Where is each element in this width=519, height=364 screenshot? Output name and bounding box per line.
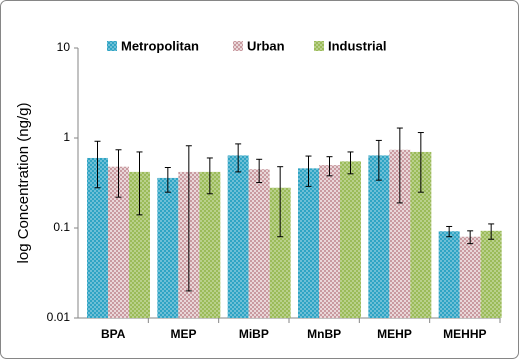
bar: [298, 168, 319, 318]
bar: [459, 236, 481, 318]
bar: [319, 165, 340, 318]
bar: [157, 177, 179, 318]
x-tick-label: MnBP: [307, 327, 341, 341]
y-tick-label: 0.01: [47, 310, 71, 324]
y-tick-label: 1: [63, 130, 70, 144]
y-axis-label: log Concentration (ng/g): [15, 103, 32, 264]
bar: [199, 171, 221, 318]
legend-swatch: [107, 41, 117, 51]
bar: [438, 231, 460, 318]
x-tick-label: MiBP: [239, 327, 269, 341]
bar: [410, 151, 432, 318]
legend-label: Metropolitan: [121, 38, 199, 53]
legend-swatch: [233, 41, 243, 51]
bar: [480, 230, 502, 318]
bar: [129, 171, 150, 318]
bar: [269, 187, 291, 318]
x-tick-label: BPA: [101, 327, 126, 341]
bar: [248, 169, 270, 318]
bar: [389, 149, 411, 318]
x-tick-label: MEHHP: [443, 327, 486, 341]
bar: [87, 157, 108, 318]
legend-label: Urban: [247, 38, 285, 53]
x-tick-label: MEP: [170, 327, 196, 341]
bar: [340, 161, 361, 318]
legend-swatch: [314, 41, 324, 51]
y-tick-label: 10: [57, 40, 71, 54]
y-tick-label: 0.1: [53, 220, 70, 234]
x-tick-label: MEHP: [377, 327, 412, 341]
bar: [227, 155, 249, 318]
legend-label: Industrial: [328, 38, 387, 53]
bar: [368, 155, 390, 318]
bar: [108, 166, 129, 318]
